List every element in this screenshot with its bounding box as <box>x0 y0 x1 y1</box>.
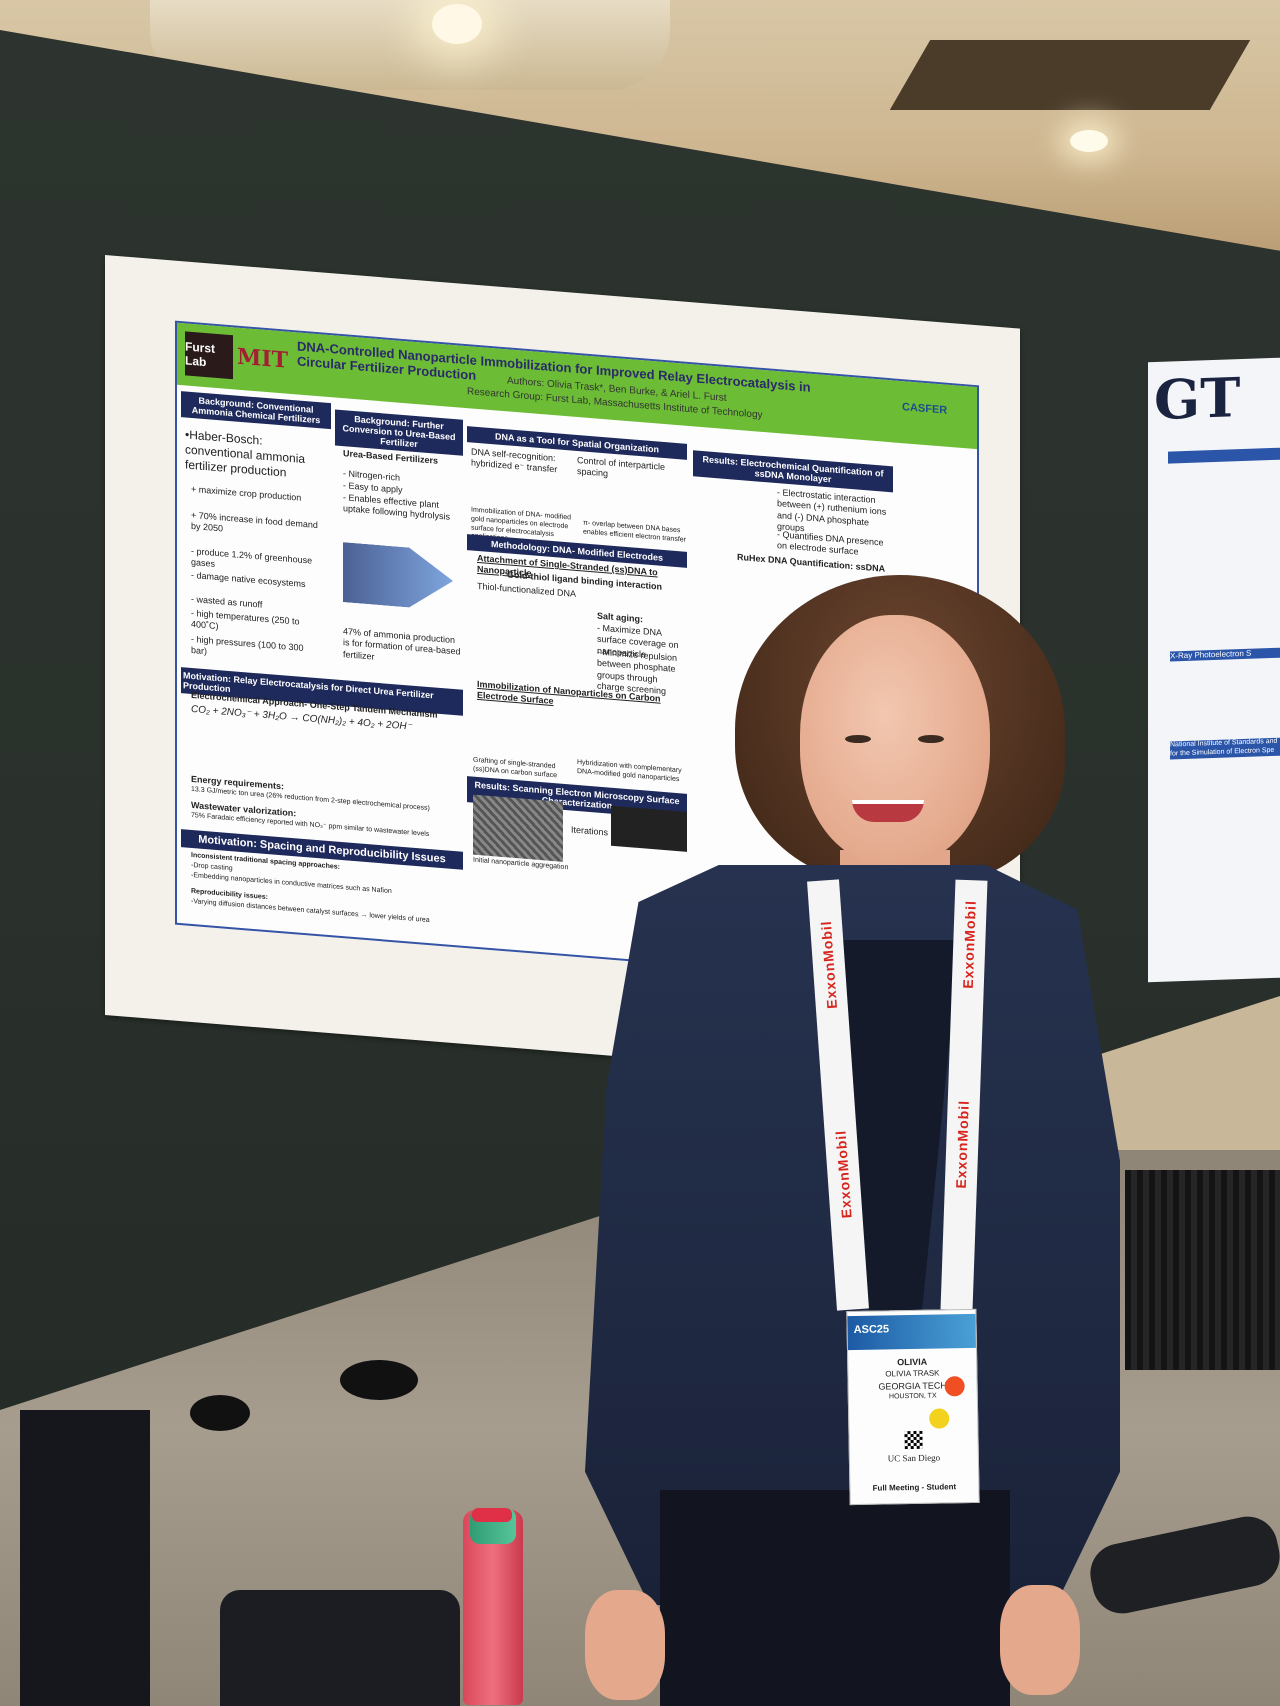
eye <box>845 735 871 743</box>
ceiling-slot <box>889 40 1251 110</box>
title-bar: Furst Lab MIT DNA-Controlled Nanoparticl… <box>177 322 977 450</box>
lanyard-text: ExxonMobil <box>817 919 840 1010</box>
lab-logo: Furst Lab <box>185 331 233 380</box>
status-dot <box>929 1408 950 1429</box>
event-logo: ASC25 <box>853 1323 890 1337</box>
person-legs <box>20 1410 150 1706</box>
sponsor-logo: UC San Diego <box>887 1452 941 1464</box>
casfer-logo: CASFER <box>902 401 948 417</box>
lanyard-text: ExxonMobil <box>952 1099 972 1189</box>
shoe <box>190 1395 250 1431</box>
shoe <box>340 1360 418 1400</box>
section-heading: X-Ray Photoelectron S <box>1170 647 1280 662</box>
table-curtain <box>1125 1170 1280 1370</box>
badge-first-name: OLIVIA <box>897 1356 928 1368</box>
section-text: + 70% increase in food demand by 2050 <box>191 509 318 534</box>
ceiling-light <box>1070 130 1108 152</box>
name-badge: ASC25 OLIVIA OLIVIA TRASK GEORGIA TECH H… <box>846 1308 980 1506</box>
smile <box>852 800 924 822</box>
ceiling-light <box>432 4 482 44</box>
sem-image <box>611 805 687 852</box>
badge-header: ASC25 <box>847 1313 976 1351</box>
gt-logo: GT <box>1154 365 1241 433</box>
eye <box>918 735 944 743</box>
section-text: DNA self-recognition: hybridized e⁻ tran… <box>471 446 558 475</box>
section-heading: Background: Conventional Ammonia Chemica… <box>181 391 331 430</box>
section-text: 47% of ammonia production is for formati… <box>343 626 461 662</box>
section-text: Control of interparticle spacing <box>577 454 666 479</box>
section-text: •Haber-Bosch: conventional ammonia ferti… <box>185 427 306 480</box>
flow-diagram <box>343 542 453 611</box>
bottle-lid <box>472 1508 512 1522</box>
section-text: + maximize crop production <box>191 483 302 503</box>
mit-logo: MIT <box>237 343 289 374</box>
neighbor-poster: GT X-Ray Photoelectron S National Instit… <box>1148 357 1280 983</box>
lanyard-text: ExxonMobil <box>959 899 979 989</box>
sem-image <box>473 794 563 862</box>
section-text: π- overlap between DNA bases enables eff… <box>583 519 686 544</box>
trousers <box>660 1490 1010 1706</box>
section-text: Hybridization with complementary DNA-mod… <box>577 758 682 783</box>
lanyard-text: ExxonMobil <box>832 1129 855 1219</box>
hand <box>1000 1585 1080 1695</box>
section-heading: National Institute of Standards and for … <box>1170 737 1280 760</box>
section-heading: Results: Electrochemical Quantification … <box>693 450 893 493</box>
poster-bar <box>1168 447 1280 464</box>
section-text: Iterations <box>571 824 609 838</box>
hand <box>585 1590 665 1700</box>
qr-code <box>904 1430 923 1450</box>
face <box>800 615 990 865</box>
badge-type: Full Meeting - Student <box>872 1482 957 1493</box>
backpack <box>220 1590 460 1706</box>
